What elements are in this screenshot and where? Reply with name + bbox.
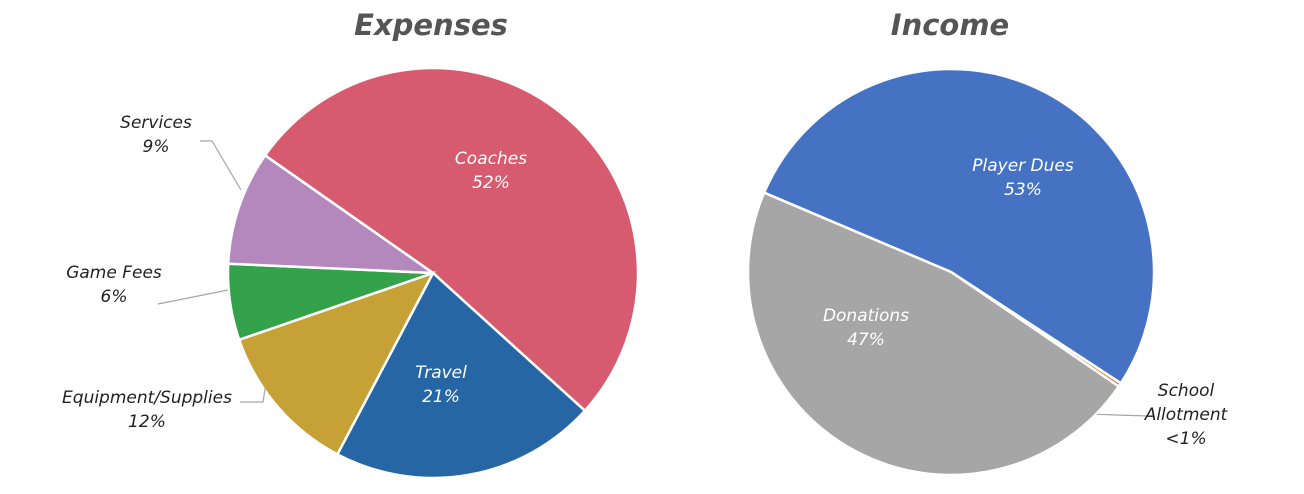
income-slice-donations [746,191,1121,477]
income-data-label-donations: Donations 47% [823,306,909,350]
income-chart-title: Income [890,8,1010,42]
expenses-leader-line-equipment-supplies [240,382,267,403]
expenses-data-label-travel: Travel 21% [415,363,467,407]
income-data-label-school-allotment: School Allotment <1% [1144,381,1229,449]
expenses-data-label-services: Services 9% [120,113,192,157]
expenses-slice-equipment-supplies [237,270,436,457]
expenses-data-label-game-fees: Game Fees 6% [66,263,162,307]
expenses-slice-services [226,153,438,275]
expenses-leader-line-game-fees [157,289,229,305]
expenses-data-label-coaches: Coaches 52% [455,149,527,193]
expenses-leader-line-services [200,140,242,191]
income-data-label-player-dues: Player Dues 53% [972,156,1074,200]
expenses-slice-travel [335,270,587,480]
expenses-chart-title: Expenses [354,8,508,42]
expenses-data-label-equipment-supplies: Equipment/Supplies 12% [62,388,232,432]
income-slice-player-dues [762,67,1156,385]
expenses-slice-coaches [263,66,640,413]
